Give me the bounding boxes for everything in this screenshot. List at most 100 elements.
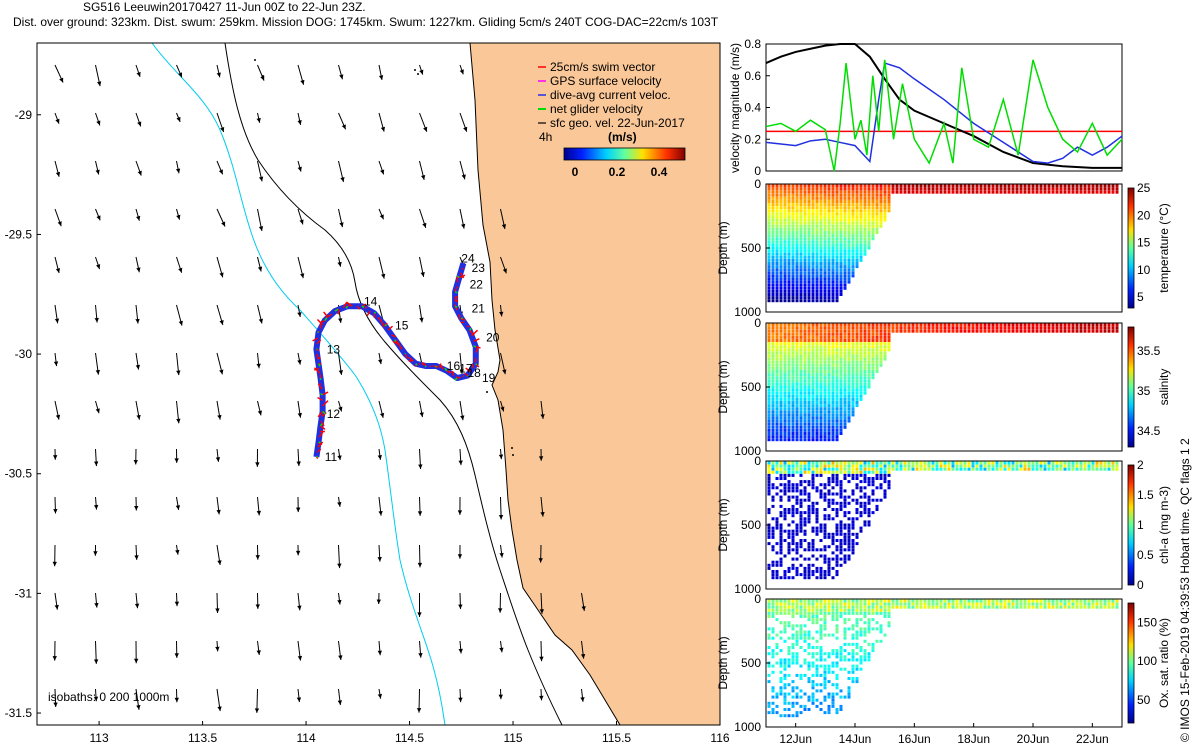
- sample-point: [787, 413, 791, 417]
- vector-head: [378, 75, 384, 80]
- sample-point: [803, 184, 807, 188]
- sample-point: [863, 246, 867, 250]
- net-glider-vector: [456, 275, 460, 279]
- sample-point: [791, 286, 795, 290]
- sample-point: [815, 385, 819, 389]
- sample-point: [775, 231, 779, 234]
- sample-point: [819, 425, 823, 429]
- sample-point: [855, 339, 859, 342]
- sample-point: [823, 296, 827, 300]
- sample-point: [847, 419, 851, 423]
- sample-point: [787, 646, 791, 649]
- sample-point: [807, 193, 811, 197]
- sample-point: [779, 714, 783, 718]
- swim-vector: [392, 340, 399, 346]
- sample-point: [791, 200, 795, 203]
- sample-point: [1099, 461, 1103, 465]
- sample-point: [903, 461, 907, 465]
- sample-point: [819, 209, 823, 213]
- sample-point: [795, 382, 799, 386]
- sample-point: [843, 363, 847, 367]
- sample-point: [819, 376, 823, 380]
- sample-point: [827, 432, 831, 435]
- sample-point: [843, 557, 847, 561]
- sample-point: [791, 274, 795, 278]
- sample-point: [855, 323, 859, 327]
- colorbar-tick-label: 35: [1137, 384, 1151, 398]
- sample-point: [879, 498, 883, 502]
- sample-point: [835, 190, 839, 194]
- sample-point: [783, 255, 787, 259]
- sample-point: [879, 212, 883, 216]
- sample-point: [883, 461, 887, 465]
- sample-point: [791, 495, 795, 499]
- sample-point: [779, 212, 783, 216]
- sample-point: [851, 363, 855, 367]
- sample-point: [1007, 464, 1011, 468]
- sample-point: [1007, 605, 1011, 609]
- section-frame: [765, 598, 1123, 728]
- sample-point: [819, 345, 823, 349]
- sample-point: [775, 342, 779, 346]
- sample-point: [807, 255, 811, 259]
- sample-point: [799, 489, 803, 493]
- sample-point: [987, 323, 991, 327]
- sample-point: [1015, 599, 1019, 603]
- sample-point: [955, 599, 959, 603]
- sample-point: [827, 557, 831, 561]
- sample-point: [779, 611, 783, 615]
- sample-point: [831, 470, 835, 474]
- sample-point: [791, 323, 795, 327]
- sample-point: [795, 404, 799, 408]
- sample-point: [787, 658, 791, 662]
- sample-point: [859, 373, 863, 377]
- sample-point: [795, 397, 799, 401]
- sample-point: [803, 360, 807, 364]
- sample-point: [807, 215, 811, 219]
- sample-point: [775, 196, 779, 200]
- sample-point: [851, 410, 855, 414]
- sample-point: [831, 532, 835, 536]
- sample-point: [1087, 187, 1091, 191]
- sample-point: [807, 492, 811, 496]
- swim-vector: [454, 288, 457, 293]
- sample-point: [807, 652, 811, 656]
- sample-point: [779, 483, 783, 487]
- sample-point: [975, 467, 979, 471]
- sample-point: [807, 708, 811, 711]
- sample-point: [823, 190, 827, 194]
- sample-point: [1031, 605, 1035, 609]
- vector-head: [215, 646, 220, 652]
- sample-point: [767, 489, 771, 493]
- sample-point: [811, 573, 815, 577]
- sample-point: [1071, 329, 1075, 333]
- sample-point: [787, 209, 791, 213]
- sample-point: [827, 470, 831, 474]
- sample-point: [1099, 464, 1103, 468]
- sample-point: [795, 714, 799, 718]
- sample-point: [999, 190, 1003, 194]
- sample-point: [775, 618, 779, 622]
- sample-point: [819, 326, 823, 330]
- sample-point: [795, 271, 799, 275]
- velocity-y-tick-label: 0.8: [744, 37, 761, 51]
- swim-vector: [391, 334, 397, 338]
- sample-point: [811, 354, 815, 358]
- sample-point: [1111, 323, 1115, 327]
- sample-point: [775, 467, 779, 471]
- vector-head: [178, 320, 183, 326]
- sample-point: [871, 605, 875, 609]
- sample-point: [959, 464, 963, 468]
- sample-point: [835, 296, 839, 300]
- sample-point: [807, 413, 811, 417]
- sample-point: [867, 200, 871, 203]
- sample-point: [815, 548, 819, 552]
- sample-point: [843, 231, 847, 234]
- sample-point: [783, 227, 787, 231]
- sample-point: [771, 231, 775, 234]
- vector-head: [296, 697, 302, 703]
- sample-point: [795, 280, 799, 284]
- sample-point: [859, 391, 863, 395]
- sample-point: [799, 209, 803, 213]
- sample-point: [791, 680, 795, 684]
